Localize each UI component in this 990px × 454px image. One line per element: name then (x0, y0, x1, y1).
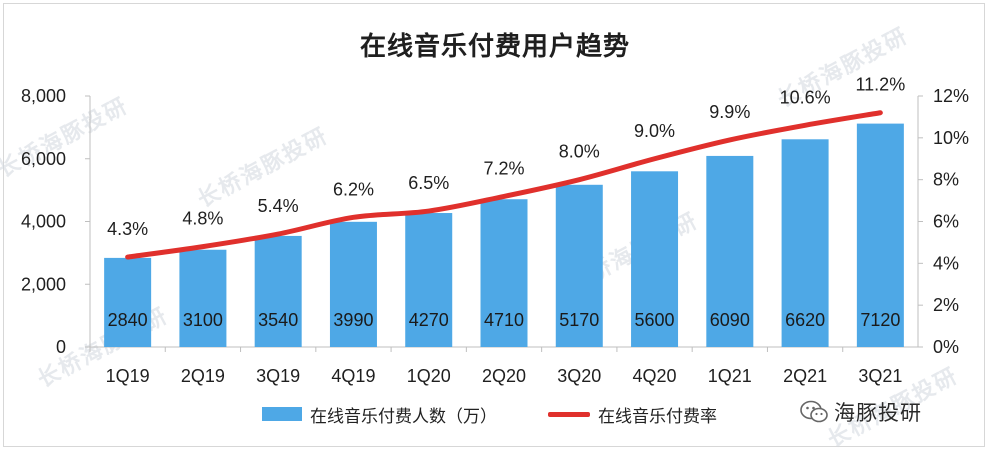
y-right-tick-label: 12% (933, 86, 969, 106)
bar-value-label: 4710 (484, 310, 524, 330)
bar-value-label: 6090 (710, 310, 750, 330)
y-left-tick-label: 2,000 (21, 274, 66, 294)
x-tick-label: 3Q19 (256, 366, 300, 386)
brand-name: 海豚投研 (834, 397, 922, 427)
y-right-tick-label: 10% (933, 128, 969, 148)
brand-logo: 海豚投研 (800, 397, 922, 427)
y-right-tick-label: 2% (933, 295, 959, 315)
bar-value-label: 6620 (785, 310, 825, 330)
y-right-tick-label: 4% (933, 253, 959, 273)
line-value-label: 8.0% (559, 142, 600, 162)
legend-line-label: 在线音乐付费率 (598, 402, 717, 427)
x-tick-label: 2Q20 (482, 366, 526, 386)
line-value-label: 6.5% (408, 173, 449, 193)
line-value-label: 9.0% (634, 121, 675, 141)
legend: 在线音乐付费人数（万） (262, 402, 497, 426)
x-tick-label: 1Q20 (407, 366, 451, 386)
x-tick-label: 1Q21 (708, 366, 752, 386)
bar-value-label: 5600 (635, 310, 675, 330)
y-right-tick-label: 8% (933, 170, 959, 190)
x-tick-label: 3Q20 (557, 366, 601, 386)
y-left-tick-label: 0 (56, 337, 66, 357)
bar-value-label: 2840 (108, 310, 148, 330)
legend-bar-label: 在线音乐付费人数（万） (310, 402, 497, 427)
x-tick-label: 4Q20 (633, 366, 677, 386)
x-tick-label: 1Q19 (106, 366, 150, 386)
bar (255, 236, 302, 347)
bar (179, 250, 226, 347)
line-value-label: 10.6% (780, 87, 831, 107)
y-left-tick-label: 8,000 (21, 86, 66, 106)
line-value-label: 4.3% (107, 219, 148, 239)
x-tick-label: 3Q21 (858, 366, 902, 386)
x-tick-label: 4Q19 (331, 366, 375, 386)
wechat-icon (800, 400, 828, 424)
legend: 在线音乐付费率 (548, 402, 717, 426)
line-value-label: 4.8% (182, 209, 223, 229)
y-right-tick-label: 0% (933, 337, 959, 357)
legend-line-swatch (548, 412, 590, 417)
bar-value-label: 3540 (258, 310, 298, 330)
line-value-label: 6.2% (333, 179, 374, 199)
line-value-label: 7.2% (483, 158, 524, 178)
y-right-tick-label: 6% (933, 212, 959, 232)
line-value-label: 5.4% (258, 196, 299, 216)
x-tick-label: 2Q21 (783, 366, 827, 386)
x-tick-label: 2Q19 (181, 366, 225, 386)
y-left-tick-label: 4,000 (21, 212, 66, 232)
line-value-label: 11.2% (856, 75, 906, 95)
bar-value-label: 4270 (409, 310, 449, 330)
y-left-tick-label: 6,000 (21, 149, 66, 169)
bar (104, 258, 151, 347)
bar-value-label: 3100 (183, 310, 223, 330)
bar-value-label: 3990 (333, 310, 373, 330)
line-value-label: 9.9% (709, 102, 750, 122)
legend-bar-swatch (262, 407, 302, 421)
bar-value-label: 7120 (860, 310, 900, 330)
bar-value-label: 5170 (559, 310, 599, 330)
